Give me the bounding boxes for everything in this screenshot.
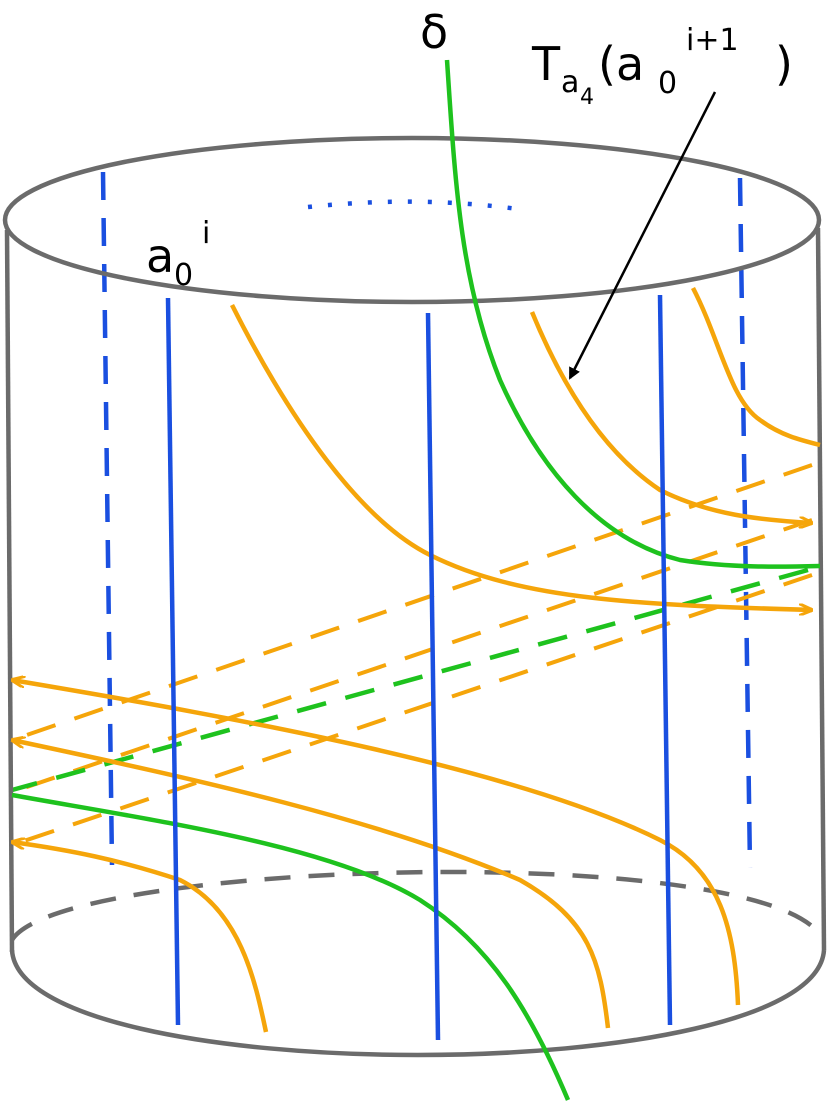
cylinder-right-side — [815, 227, 827, 951]
a0i-superscript: i — [202, 216, 210, 251]
blue-strand-a0i — [165, 297, 181, 1026]
blue-strand-middle — [425, 312, 441, 1041]
a0i-subscript: 0 — [174, 258, 193, 293]
label-pointer-arrow — [568, 91, 717, 380]
orange-hidden-strand-2 — [17, 518, 813, 792]
green-strand-delta — [11, 59, 821, 1101]
orange-hidden-strand-3 — [17, 573, 813, 845]
t-base: T — [531, 37, 561, 91]
t-inner-sub: 0 — [658, 66, 677, 101]
t-sub-letter: a — [561, 65, 579, 100]
t-open-paren: (a — [598, 37, 644, 91]
front-orange-strands — [12, 286, 821, 1033]
cylinder-bottom-back — [10, 869, 824, 942]
t-close-paren: ) — [775, 37, 793, 91]
orange-strand-e — [12, 680, 741, 1006]
hidden-strands — [10, 171, 824, 942]
green-strand-upper — [444, 59, 821, 569]
orange-strand-f — [12, 740, 611, 1029]
cylinder-outline — [2, 135, 827, 1058]
t-a4-label: T a 4 (a 0 i+1 ) — [531, 23, 793, 110]
green-hidden-strand — [11, 567, 809, 793]
labels: δ a 0 i T a 4 (a 0 i+1 ) — [146, 5, 793, 293]
orange-strand-g — [12, 842, 269, 1033]
orange-strand-b — [529, 311, 812, 523]
green-strand-lower — [11, 792, 571, 1101]
blue-hidden-strand-left — [100, 171, 115, 866]
front-blue-strands — [165, 294, 673, 1041]
a0i-base: a — [146, 229, 174, 283]
cylinder-left-side — [4, 229, 15, 953]
cylinder-bottom-front — [9, 949, 827, 1058]
blue-hidden-strand-right — [737, 177, 753, 869]
orange-strand-c — [691, 286, 821, 448]
orange-hidden-strand-1 — [17, 463, 813, 740]
t-sub-index: 4 — [580, 85, 594, 110]
t-inner-sup: i+1 — [686, 23, 739, 58]
a0i-label: a 0 i — [146, 216, 210, 293]
blue-hidden-arc-top — [307, 199, 526, 213]
delta-label: δ — [420, 5, 448, 59]
cylinder-top-ellipse — [2, 135, 822, 305]
blue-strand-right — [657, 294, 673, 1026]
